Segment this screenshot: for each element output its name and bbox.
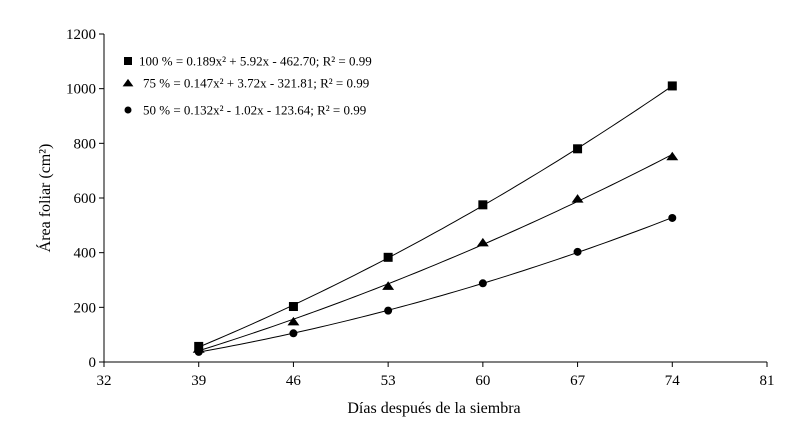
- fit-curve-series-3: [198, 217, 673, 353]
- data-point-series-3: [194, 347, 203, 356]
- data-point-series-3: [384, 306, 393, 315]
- data-point-series-2: [476, 237, 489, 247]
- data-point-series-1: [573, 144, 583, 154]
- legend-label-series-2: 75 % = 0.147x² + 3.72x - 321.81; R² = 0.…: [143, 76, 369, 91]
- data-point-series-3: [478, 279, 487, 288]
- y-tick-label: 200: [74, 300, 97, 316]
- y-tick-label: 600: [74, 191, 97, 207]
- x-tick-label: 74: [665, 373, 681, 389]
- fit-curve-series-2: [198, 154, 673, 352]
- legend-marker-series-2: [122, 78, 134, 87]
- axes: 0 200 400 600 800 1000 1200 32 39 46 53 60 67 74 81: [66, 27, 775, 389]
- legend-label-series-3: 50 % = 0.132x² - 1.02x - 123.64; R² = 0.…: [143, 103, 366, 118]
- y-tick-label: 0: [89, 355, 97, 371]
- data-point-series-2: [287, 316, 300, 326]
- x-tick-label: 53: [381, 373, 396, 389]
- data-point-series-1: [667, 81, 677, 91]
- data-point-series-2: [382, 281, 395, 290]
- data-point-series-1: [383, 252, 393, 262]
- data-points: [192, 81, 679, 356]
- fit-curve-series-1: [198, 85, 673, 348]
- y-axis-title: Área foliar (cm²): [35, 144, 54, 253]
- data-point-series-1: [478, 200, 488, 210]
- data-point-series-1: [288, 302, 298, 312]
- data-point-series-3: [573, 247, 582, 256]
- data-point-series-2: [666, 151, 679, 161]
- x-tick-label: 67: [570, 373, 586, 389]
- y-tick-label: 400: [74, 246, 97, 262]
- legend-label-series-1: 100 % = 0.189x² + 5.92x - 462.70; R² = 0…: [139, 54, 372, 69]
- legend: 100 % = 0.189x² + 5.92x - 462.70; R² = 0…: [122, 54, 372, 118]
- data-point-series-3: [289, 329, 298, 338]
- x-tick-label: 81: [760, 373, 775, 389]
- y-tick-label: 1200: [66, 27, 96, 43]
- y-tick-label: 1000: [66, 82, 96, 98]
- x-tick-label: 32: [97, 373, 112, 389]
- x-tick-label: 60: [475, 373, 490, 389]
- fit-curves: [198, 85, 673, 353]
- data-point-series-3: [668, 213, 677, 222]
- x-tick-label: 46: [286, 373, 302, 389]
- y-tick-label: 800: [74, 136, 97, 152]
- legend-marker-series-3: [124, 106, 132, 114]
- legend-marker-series-1: [124, 57, 132, 65]
- x-tick-label: 39: [191, 373, 206, 389]
- x-axis-title: Días después de la siembra: [347, 400, 520, 417]
- data-point-series-2: [571, 194, 584, 203]
